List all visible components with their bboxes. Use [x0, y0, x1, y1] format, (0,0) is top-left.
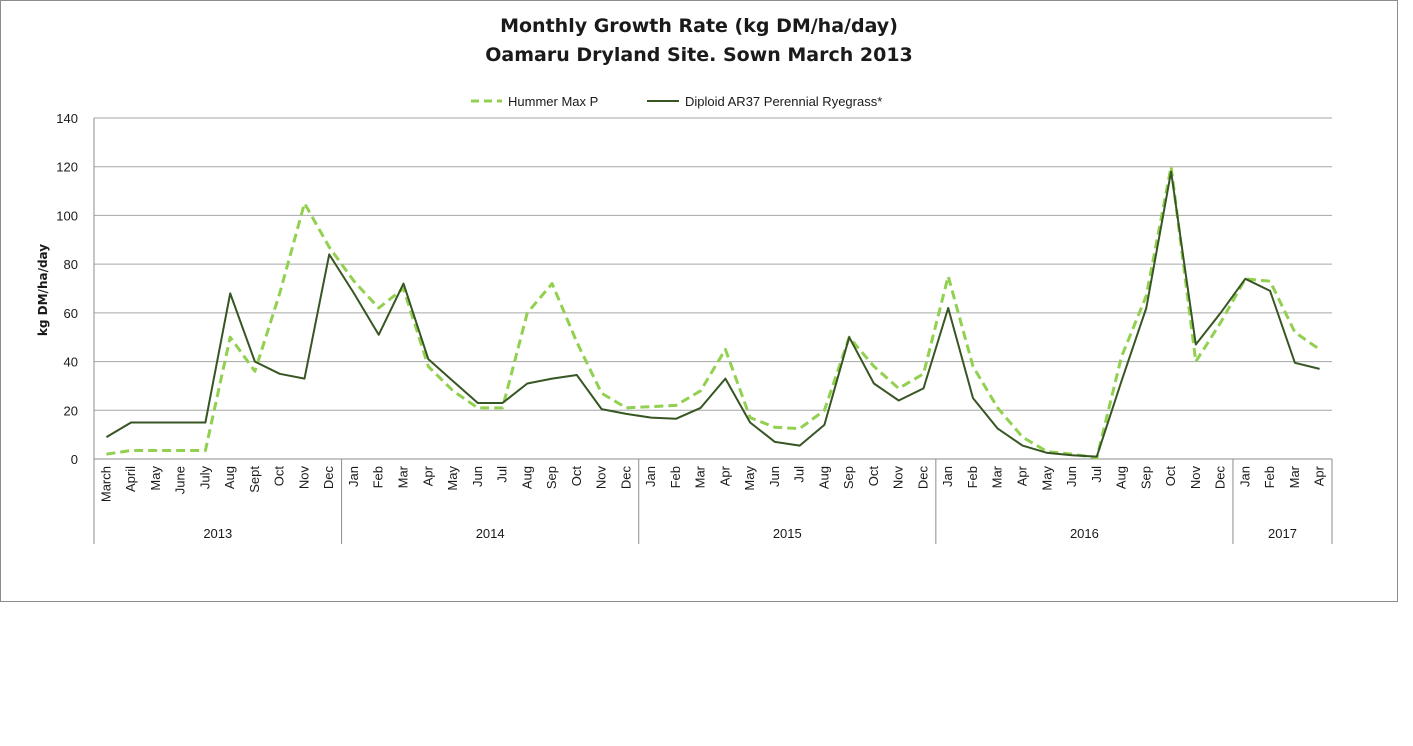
x-tick-label-6: Sept: [247, 466, 262, 493]
x-tick-label-31: Oct: [866, 466, 881, 487]
y-tick-label-20: 20: [64, 403, 78, 418]
x-tick-label-39: Jun: [1064, 466, 1079, 487]
x-tick-label-14: May: [445, 466, 460, 491]
x-tick-label-0: March: [98, 466, 113, 502]
chart-subtitle: Oamaru Dryland Site. Sown March 2013: [485, 44, 913, 66]
x-tick-label-37: Apr: [1015, 465, 1030, 486]
series-line-1: [105, 170, 1320, 458]
x-tick-label-28: Jul: [792, 466, 807, 483]
y-tick-label-0: 0: [71, 452, 78, 467]
x-tick-label-22: Jan: [643, 466, 658, 487]
x-tick-label-15: Jun: [470, 466, 485, 487]
x-tick-label-23: Feb: [668, 466, 683, 488]
y-tick-label-140: 140: [56, 111, 78, 126]
x-tick-label-35: Feb: [965, 466, 980, 488]
x-tick-label-2: May: [148, 466, 163, 491]
x-tick-label-45: Dec: [1213, 466, 1228, 490]
x-tick-label-49: Apr: [1312, 465, 1327, 486]
x-tick-label-17: Aug: [519, 466, 534, 489]
x-tick-label-12: Mar: [396, 465, 411, 488]
legend-label-hummer: Hummer Max P: [508, 94, 598, 109]
gridlines: [93, 117, 1332, 459]
year-label-2017: 2017: [1268, 526, 1297, 541]
year-label-2016: 2016: [1070, 526, 1099, 541]
series-lines: [105, 165, 1321, 460]
x-tick-label-20: Nov: [594, 466, 609, 490]
x-tick-label-41: Aug: [1114, 466, 1129, 489]
x-tick-label-42: Sep: [1138, 466, 1153, 489]
x-tick-label-3: June: [173, 466, 188, 494]
y-tick-label-80: 80: [64, 257, 78, 272]
x-tick-label-44: Nov: [1188, 466, 1203, 490]
legend-label-diploid: Diploid AR37 Perennial Ryegrass*: [685, 94, 882, 109]
legend: Hummer Max P Diploid AR37 Perennial Ryeg…: [471, 94, 882, 109]
y-tick-label-60: 60: [64, 306, 78, 321]
x-tick-label-4: July: [197, 466, 212, 490]
x-tick-label-25: Apr: [717, 465, 732, 486]
x-tick-label-47: Feb: [1262, 466, 1277, 488]
y-tick-label-40: 40: [64, 355, 78, 370]
x-tick-label-13: Apr: [420, 465, 435, 486]
x-tick-label-9: Dec: [321, 466, 336, 490]
year-label-2015: 2015: [773, 526, 802, 541]
x-tick-label-46: Jan: [1237, 466, 1252, 487]
x-tick-label-43: Oct: [1163, 466, 1178, 487]
x-tick-label-18: Sep: [544, 466, 559, 489]
x-axis: March April May June July Aug Sept Oct Nov Dec Jan…: [93, 458, 1333, 544]
y-tick-label-100: 100: [56, 208, 78, 223]
x-tick-label-5: Aug: [222, 466, 237, 489]
series-line-0: [106, 165, 1321, 460]
x-tick-label-24: Mar: [693, 465, 708, 488]
x-tick-label-8: Nov: [296, 466, 311, 490]
y-tick-label-120: 120: [56, 160, 78, 175]
x-tick-label-7: Oct: [272, 466, 287, 487]
x-tick-label-21: Dec: [618, 466, 633, 490]
x-tick-label-32: Nov: [891, 466, 906, 490]
x-tick-label-40: Jul: [1089, 466, 1104, 483]
x-tick-label-48: Mar: [1287, 465, 1302, 488]
x-tick-label-1: April: [123, 466, 138, 492]
x-tick-label-27: Jun: [767, 466, 782, 487]
year-label-2013: 2013: [203, 526, 232, 541]
x-tick-label-30: Sep: [841, 466, 856, 489]
year-label-2014: 2014: [476, 526, 505, 541]
chart-title: Monthly Growth Rate (kg DM/ha/day): [500, 15, 898, 37]
x-tick-label-11: Feb: [371, 466, 386, 488]
x-tick-label-16: Jul: [495, 466, 510, 483]
x-tick-label-38: May: [1039, 466, 1054, 491]
x-tick-label-29: Aug: [816, 466, 831, 489]
x-tick-label-10: Jan: [346, 466, 361, 487]
y-axis-title: kg DM/ha/day: [36, 244, 50, 336]
x-tick-label-33: Dec: [915, 466, 930, 490]
x-tick-label-26: May: [742, 466, 757, 491]
x-tick-label-19: Oct: [569, 466, 584, 487]
y-axis-ticks: 0 20 40 60 80 100 120 140: [56, 111, 78, 467]
x-tick-label-36: Mar: [990, 465, 1005, 488]
x-tick-label-34: Jan: [940, 466, 955, 487]
